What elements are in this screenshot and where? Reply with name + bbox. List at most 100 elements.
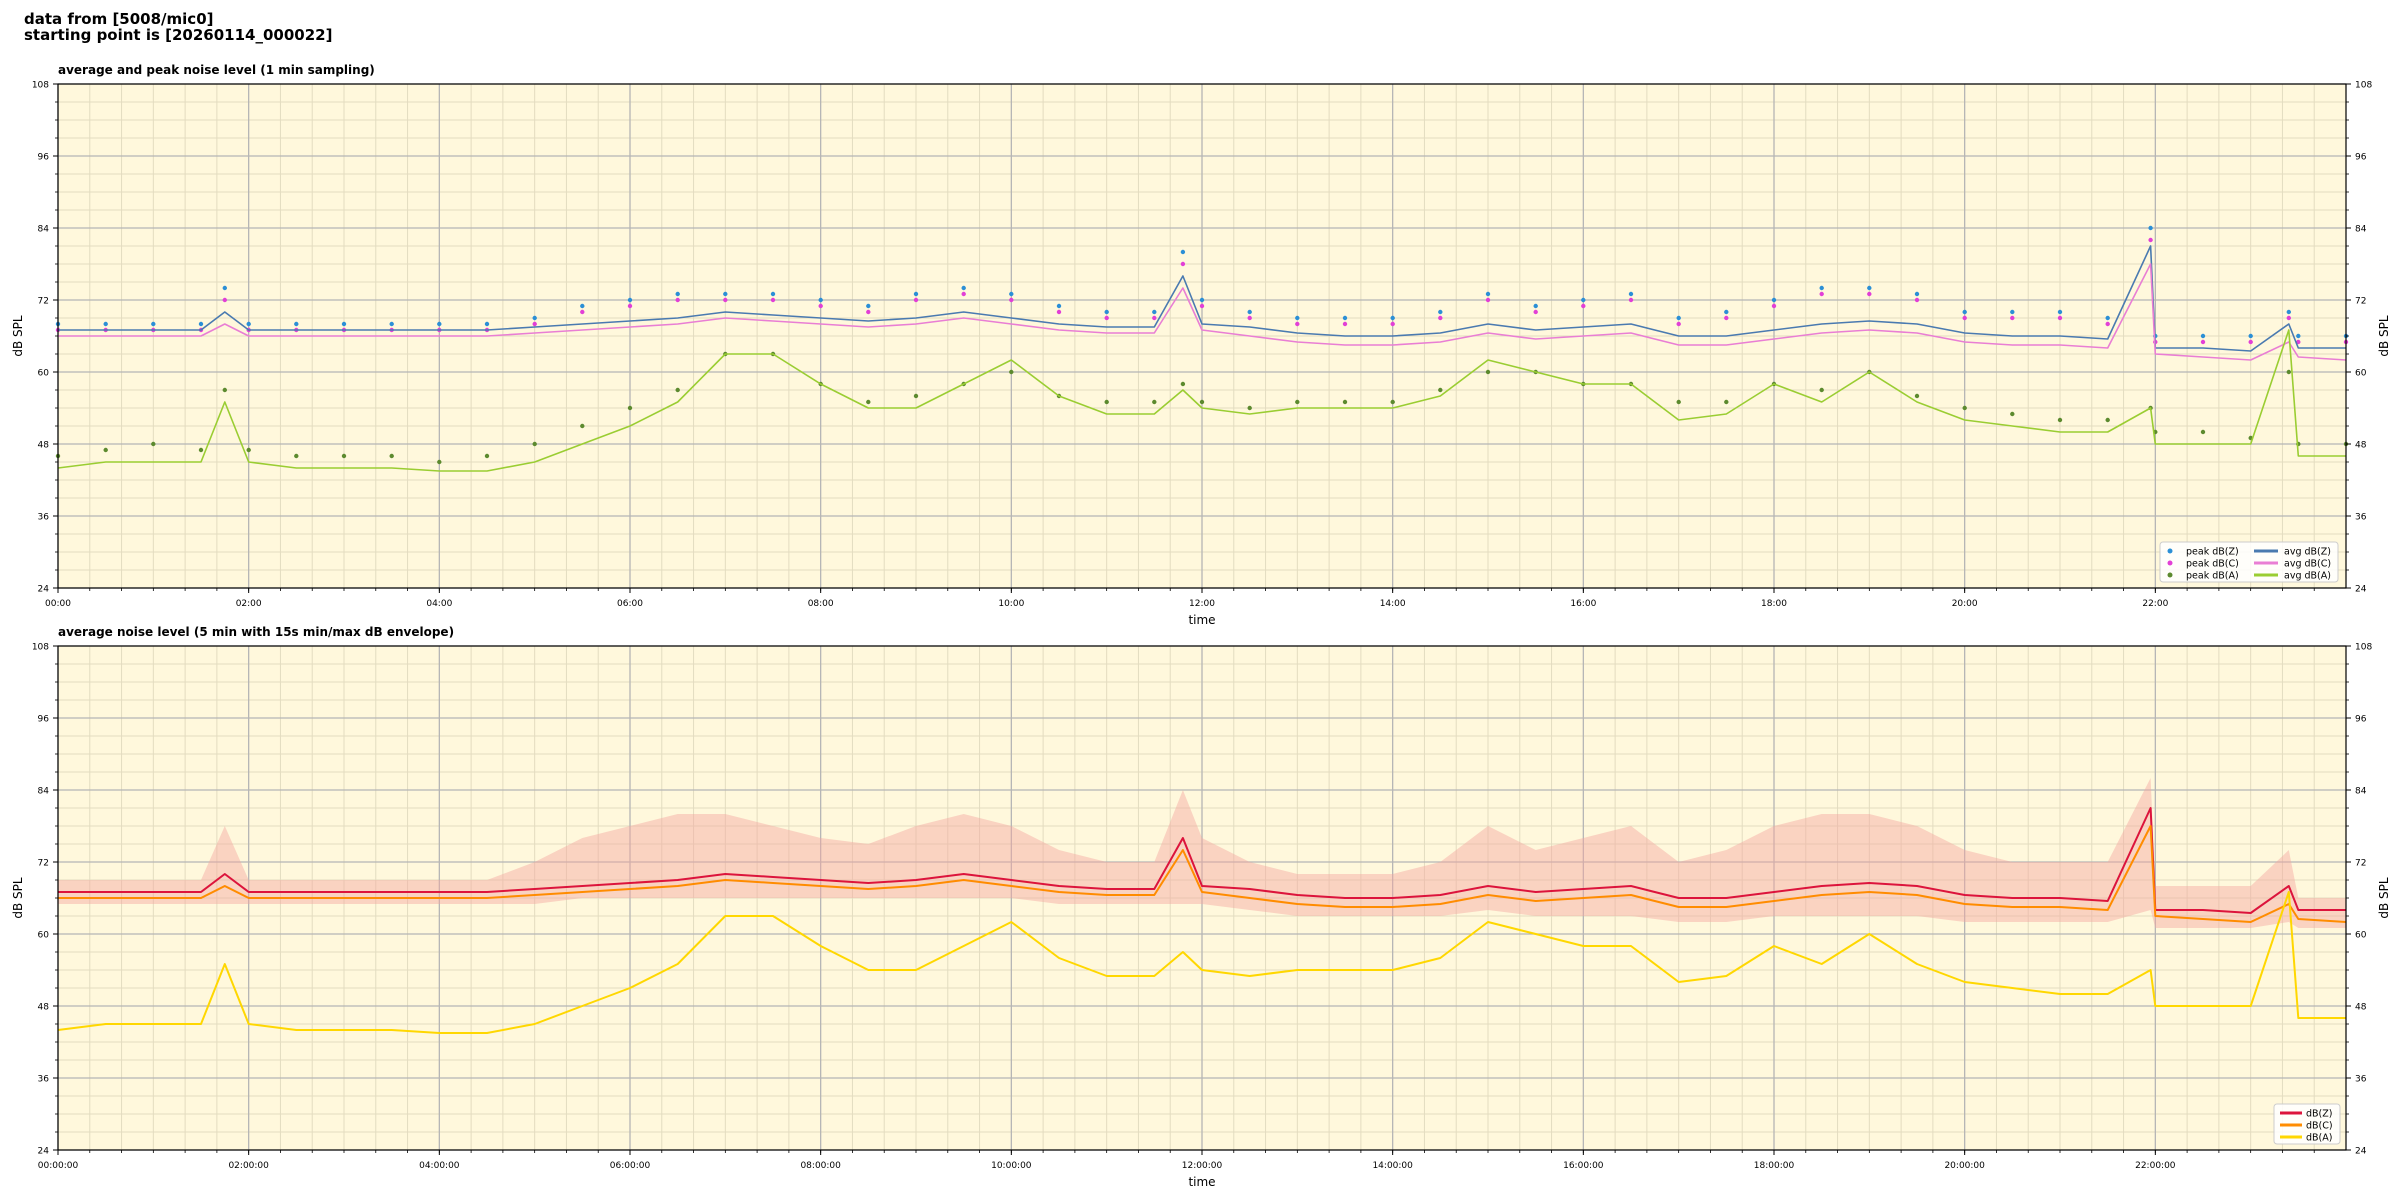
panel1-point-peak-db-a xyxy=(627,405,633,411)
panel2-ytick-label: 36 xyxy=(38,1075,50,1085)
panel1-point-peak-db-a xyxy=(1962,405,1967,411)
panel1-point-peak-db-z xyxy=(913,291,919,297)
panel1-xtick-label: 10:00 xyxy=(998,599,1024,609)
panel1-point-peak-db-a xyxy=(1485,369,1491,375)
panel1-legend-label: peak dB(Z) xyxy=(2186,547,2239,558)
panel2-xtick-label: 14:00:00 xyxy=(1372,1161,1413,1171)
panel2-ytick-label: 108 xyxy=(32,643,49,653)
panel2-ytick-label: 96 xyxy=(38,715,50,725)
panel1-point-peak-db-a xyxy=(2057,417,2063,423)
panel1-point-peak-db-c xyxy=(1581,303,1586,309)
panel2-envelope-band xyxy=(58,778,2346,928)
panel1-xtick-label: 04:00 xyxy=(426,599,452,609)
panel1-legend-label: avg dB(A) xyxy=(2284,571,2331,582)
panel1-point-peak-db-z xyxy=(1676,315,1681,321)
panel1-series-avg-db-a xyxy=(57,329,2346,472)
panel1-point-peak-db-z xyxy=(1962,309,1967,315)
panel1-point-peak-db-a xyxy=(2105,417,2110,423)
panel1-title: average and peak noise level (1 min samp… xyxy=(58,63,375,77)
panel1-point-peak-db-a xyxy=(1724,399,1729,405)
panel1-point-peak-db-z xyxy=(770,291,776,297)
panel1-legend-label: peak dB(C) xyxy=(2186,559,2239,570)
panel1-point-peak-db-z xyxy=(2010,309,2015,315)
panel1-point-peak-db-c xyxy=(1295,321,1300,327)
panel1-point-peak-db-a xyxy=(913,393,919,399)
panel1-point-peak-db-z xyxy=(1867,285,1872,291)
panel2-xtick-label: 00:00:00 xyxy=(38,1161,79,1171)
panel1-point-peak-db-z xyxy=(222,285,227,291)
panel1-point-peak-db-c xyxy=(2010,315,2015,321)
panel2-ytick-label-right: 72 xyxy=(2355,859,2366,869)
panel1-point-peak-db-a xyxy=(1009,369,1014,375)
panel1-ytick-label: 24 xyxy=(38,585,50,595)
panel2-xtick-label: 02:00:00 xyxy=(228,1161,269,1171)
panel1-point-peak-db-a xyxy=(580,423,585,429)
panel1-point-peak-db-c xyxy=(580,309,585,315)
panel1-xtick-label: 22:00 xyxy=(2142,599,2168,609)
panel1-point-peak-db-a xyxy=(341,453,347,459)
panel2-xtick-label: 06:00:00 xyxy=(610,1161,651,1171)
panel1-ytick-label-right: 72 xyxy=(2355,297,2366,307)
panel2-ytick-label-right: 48 xyxy=(2355,1003,2367,1013)
panel1-point-peak-db-c xyxy=(1104,315,1109,321)
panel2-xtick-label: 18:00:00 xyxy=(1754,1161,1795,1171)
panel1-point-peak-db-z xyxy=(675,291,680,297)
panel1-point-peak-db-c xyxy=(2057,315,2063,321)
panel1-point-peak-db-z xyxy=(1199,297,1205,303)
panel1-point-peak-db-c xyxy=(866,309,871,315)
panel1-point-peak-db-a xyxy=(198,447,204,453)
panel1-point-peak-db-a xyxy=(532,441,537,447)
panel1-point-peak-db-c xyxy=(1962,315,1967,321)
panel2-title: average noise level (5 min with 15s min/… xyxy=(58,625,454,639)
panel1-point-peak-db-z xyxy=(151,321,156,327)
panel2-ytick-label: 24 xyxy=(38,1147,50,1157)
panel2-xtick-label: 16:00:00 xyxy=(1563,1161,1604,1171)
panel1-point-peak-db-z xyxy=(294,321,299,327)
panel1-point-peak-db-z xyxy=(580,303,585,309)
panel2-ytick-label-right: 36 xyxy=(2355,1075,2367,1085)
panel1-point-peak-db-a xyxy=(675,387,680,393)
panel1-point-peak-db-z xyxy=(1771,297,1777,303)
panel1-point-peak-db-c xyxy=(1533,309,1538,315)
panel1-point-peak-db-a xyxy=(2286,369,2291,375)
panel1-ylabel-right: dB SPL xyxy=(2377,315,2391,357)
panel1-point-peak-db-c xyxy=(675,297,680,303)
panel1-ytick-label: 108 xyxy=(32,81,49,91)
panel2-series-db-z xyxy=(58,807,2346,914)
panel1-point-peak-db-c xyxy=(1867,291,1872,297)
panel1-point-peak-db-a xyxy=(2010,411,2015,417)
panel1-point-peak-db-z xyxy=(437,321,442,327)
panel1-point-peak-db-z xyxy=(961,285,966,291)
panel2-ytick-label-right: 84 xyxy=(2355,787,2367,797)
panel1-point-peak-db-c xyxy=(1390,321,1395,327)
panel1-point-peak-db-c xyxy=(2105,321,2110,327)
panel1-xtick-label: 12:00 xyxy=(1189,599,1215,609)
panel1-xtick-label: 02:00 xyxy=(236,599,262,609)
panel1-ytick-label-right: 108 xyxy=(2355,81,2372,91)
panel1-point-peak-db-c xyxy=(961,291,966,297)
panel2-legend-label: dB(A) xyxy=(2306,1133,2332,1144)
panel1-point-peak-db-c xyxy=(1056,309,1062,315)
panel1-point-peak-db-z xyxy=(2057,309,2063,315)
panel1-point-peak-db-c xyxy=(723,297,728,303)
panel1-point-peak-db-z xyxy=(341,321,347,327)
panel1-point-peak-db-c xyxy=(2200,339,2206,345)
panel1-point-peak-db-c xyxy=(1199,303,1205,309)
panel2-xtick-label: 10:00:00 xyxy=(991,1161,1032,1171)
panel1-ytick-label-right: 84 xyxy=(2355,225,2367,235)
panel2-ylabel: dB SPL xyxy=(11,877,25,919)
panel1-point-peak-db-z xyxy=(2148,225,2153,231)
panel1-point-peak-db-z xyxy=(1485,291,1491,297)
panel1-point-peak-db-z xyxy=(1819,285,1824,291)
panel2-ytick-label-right: 24 xyxy=(2355,1147,2367,1157)
panel1-point-peak-db-z xyxy=(1247,309,1252,315)
panel1-point-peak-db-z xyxy=(2296,333,2301,339)
panel2-ytick-label-right: 96 xyxy=(2355,715,2367,725)
panel1-point-peak-db-a xyxy=(103,447,108,453)
panel1-xtick-label: 00:00 xyxy=(45,599,71,609)
panel1-point-peak-db-z xyxy=(1628,291,1634,297)
panel1-ytick-label-right: 48 xyxy=(2355,441,2367,451)
panel1-point-peak-db-z xyxy=(389,321,394,327)
panel1-point-peak-db-c xyxy=(532,321,537,327)
panel1-xtick-label: 08:00 xyxy=(808,599,834,609)
